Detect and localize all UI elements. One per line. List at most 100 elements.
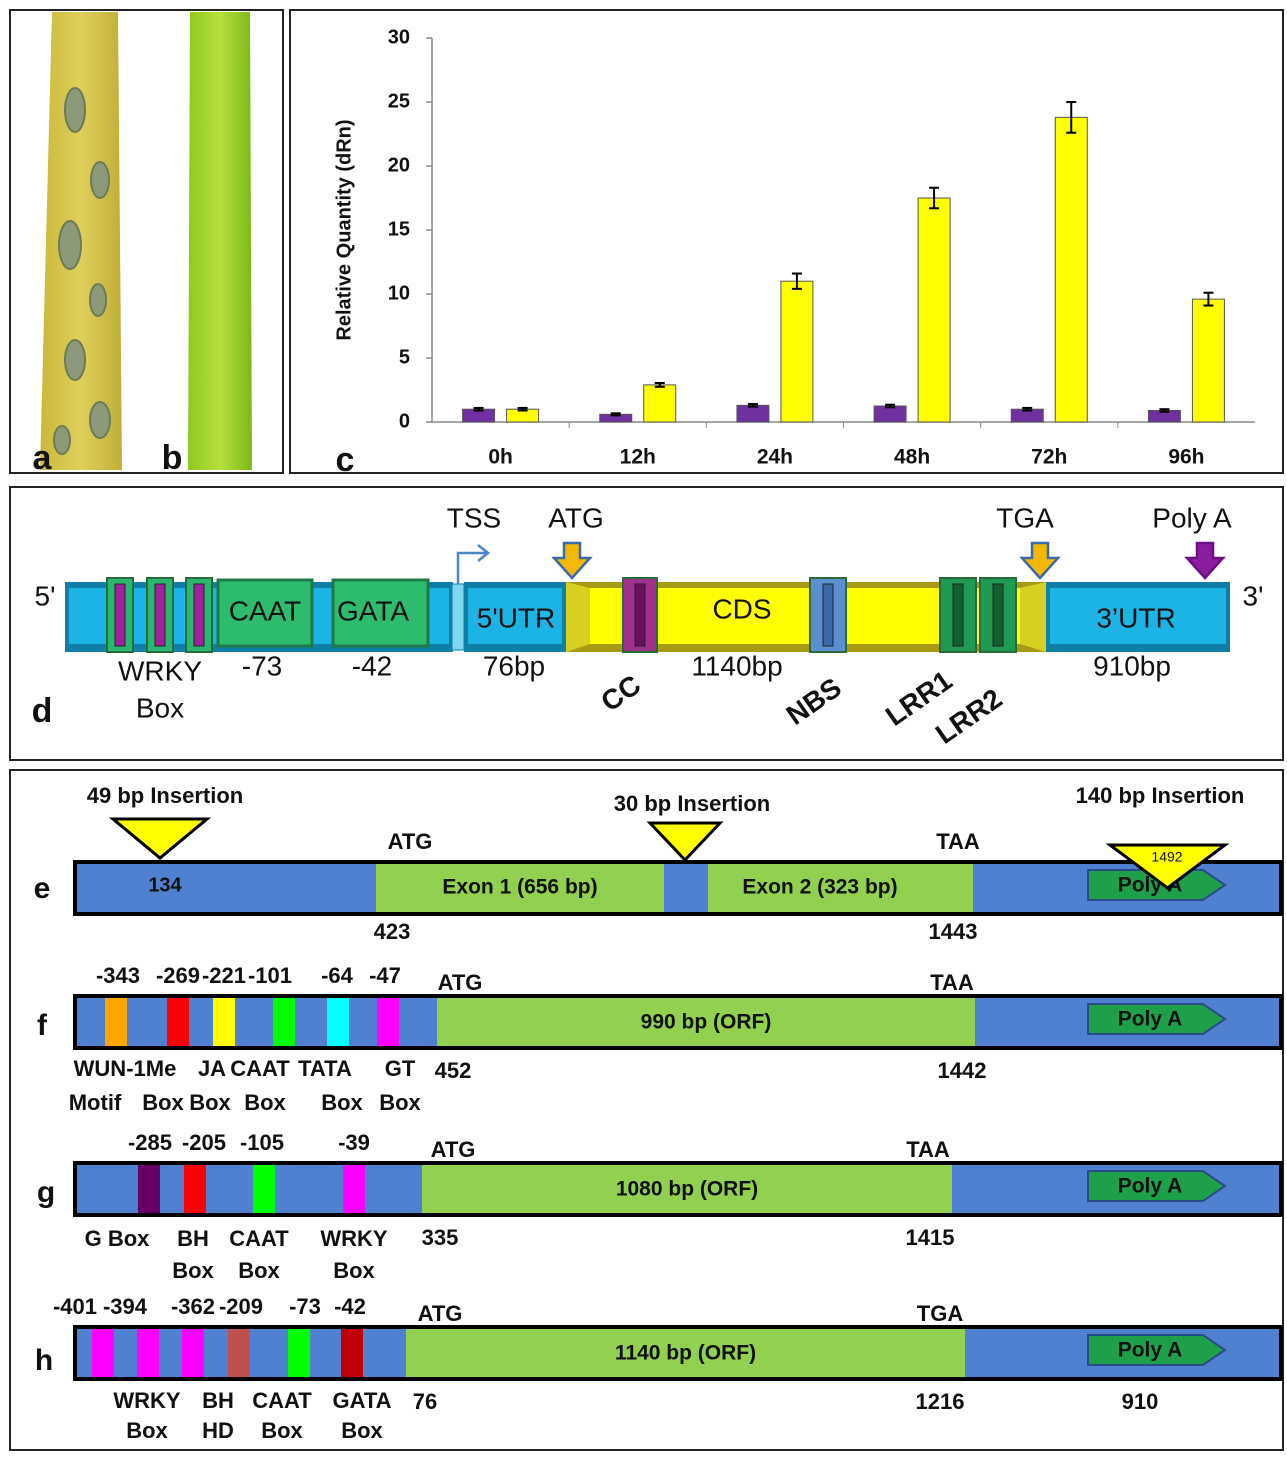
- motif-label: GT: [385, 1056, 416, 1081]
- page: abcdefgh051015202530Relative Quantity (d…: [0, 0, 1287, 1457]
- motif-label: GATA: [332, 1388, 391, 1413]
- lesion: [91, 162, 109, 198]
- label: TAA: [936, 829, 980, 854]
- figure: abcdefgh051015202530Relative Quantity (d…: [0, 0, 1287, 1457]
- motif-box: [213, 998, 235, 1046]
- diagram-label: 3': [1243, 580, 1264, 611]
- leaf-photo-b: [188, 12, 252, 470]
- motif-label: Motif: [69, 1090, 122, 1115]
- motif-label: JA: [198, 1056, 226, 1081]
- motif-box: [341, 1329, 363, 1377]
- cds-ramp: [566, 582, 590, 652]
- panel-label: g: [37, 1176, 55, 1209]
- y-tick-label: 0: [399, 410, 410, 432]
- diagram-label: CDS: [712, 593, 771, 624]
- label: ATG: [431, 1137, 476, 1162]
- motif-label: Box: [261, 1418, 303, 1443]
- lesion: [90, 284, 106, 316]
- wrky-box-core: [115, 584, 125, 646]
- insertion-label: 30 bp Insertion: [614, 791, 770, 816]
- diagram-label: TGA: [996, 502, 1054, 533]
- x-tick-label: 96h: [1168, 446, 1204, 469]
- label: TGA: [917, 1301, 964, 1326]
- position-label: -401: [53, 1294, 97, 1319]
- motif-label: Box: [333, 1258, 375, 1283]
- wrky-box-core: [194, 584, 204, 646]
- diagram-label: -73: [242, 650, 282, 681]
- motif-label: HD: [202, 1418, 234, 1443]
- panel-label: c: [336, 441, 355, 479]
- diagram-label: 1140bp: [691, 650, 782, 681]
- position-label: 134: [148, 874, 182, 896]
- motif-box: [137, 1329, 159, 1377]
- position-label: -64: [321, 963, 354, 988]
- motif-box: [343, 1165, 365, 1213]
- insertion-label: 140 bp Insertion: [1076, 783, 1245, 808]
- insertion-label: 49 bp Insertion: [87, 783, 243, 808]
- motif-label: Box: [126, 1418, 168, 1443]
- motif-box: [253, 1165, 275, 1213]
- lrr1-domain-core: [953, 584, 963, 646]
- motif-label: Box: [189, 1090, 231, 1115]
- motif-box: [184, 1165, 206, 1213]
- position-label: -221: [202, 963, 246, 988]
- position-label: -209: [219, 1294, 263, 1319]
- label: ATG: [438, 970, 483, 995]
- diagram-label: 5'UTR: [477, 602, 555, 633]
- label: TAA: [906, 1137, 950, 1162]
- bar: [918, 198, 950, 422]
- bar: [1192, 299, 1224, 422]
- motif-label: Box: [172, 1258, 214, 1283]
- motif-label: Box: [142, 1090, 184, 1115]
- position-label: -47: [369, 963, 401, 988]
- x-tick-label: 48h: [894, 446, 930, 469]
- x-tick-label: 24h: [757, 446, 793, 469]
- panel-label: b: [162, 439, 183, 477]
- label: ATG: [418, 1301, 463, 1326]
- lesion: [59, 221, 81, 269]
- motif-box: [92, 1329, 114, 1377]
- orf-label: 990 bp (ORF): [641, 1011, 772, 1034]
- panel-label: h: [35, 1344, 53, 1377]
- lesion: [65, 88, 85, 132]
- panel-label: d: [32, 692, 53, 730]
- motif-label: CAAT: [252, 1388, 312, 1413]
- position-label: 1443: [929, 919, 978, 944]
- y-tick-label: 5: [399, 346, 410, 368]
- lesion: [54, 426, 70, 454]
- diagram-label: GATA: [337, 595, 409, 626]
- motif-label: Box: [379, 1090, 421, 1115]
- cds-ramp: [1020, 582, 1046, 652]
- motif-label: Box: [321, 1090, 363, 1115]
- exon-label: Exon 2 (323 bp): [742, 876, 897, 899]
- position-label: 423: [374, 919, 411, 944]
- nbs-domain-core: [823, 584, 833, 646]
- diagram-label: TSS: [447, 502, 501, 533]
- diagram-label: Poly A: [1152, 502, 1232, 533]
- x-tick-label: 72h: [1031, 446, 1067, 469]
- panel-label: a: [33, 439, 53, 477]
- motif-label: CAAT: [229, 1226, 289, 1251]
- motif-box: [138, 1165, 160, 1213]
- diagram-label: WRKY: [118, 655, 202, 686]
- bar: [874, 406, 906, 422]
- position-label: -105: [240, 1130, 284, 1155]
- motif-box: [327, 998, 349, 1046]
- motif-label: WRKY: [113, 1388, 181, 1413]
- position-label: 76: [413, 1389, 437, 1414]
- position-label: 1442: [938, 1058, 987, 1083]
- polya-label: Poly A: [1118, 1008, 1183, 1031]
- exon-label: Exon 1 (656 bp): [442, 876, 597, 899]
- motif-label: Box: [341, 1418, 383, 1443]
- motif-box: [167, 998, 189, 1046]
- motif-label: CAAT: [230, 1056, 290, 1081]
- position-label: -73: [289, 1294, 321, 1319]
- diagram-label: 910bp: [1093, 650, 1171, 681]
- diagram-label: 5': [35, 580, 56, 611]
- bar: [1055, 117, 1087, 422]
- panel-label: e: [34, 872, 51, 905]
- motif-label: TATA: [298, 1056, 352, 1081]
- position-label: 910: [1122, 1389, 1159, 1414]
- position-label: -285: [128, 1130, 172, 1155]
- position-label: -101: [248, 963, 292, 988]
